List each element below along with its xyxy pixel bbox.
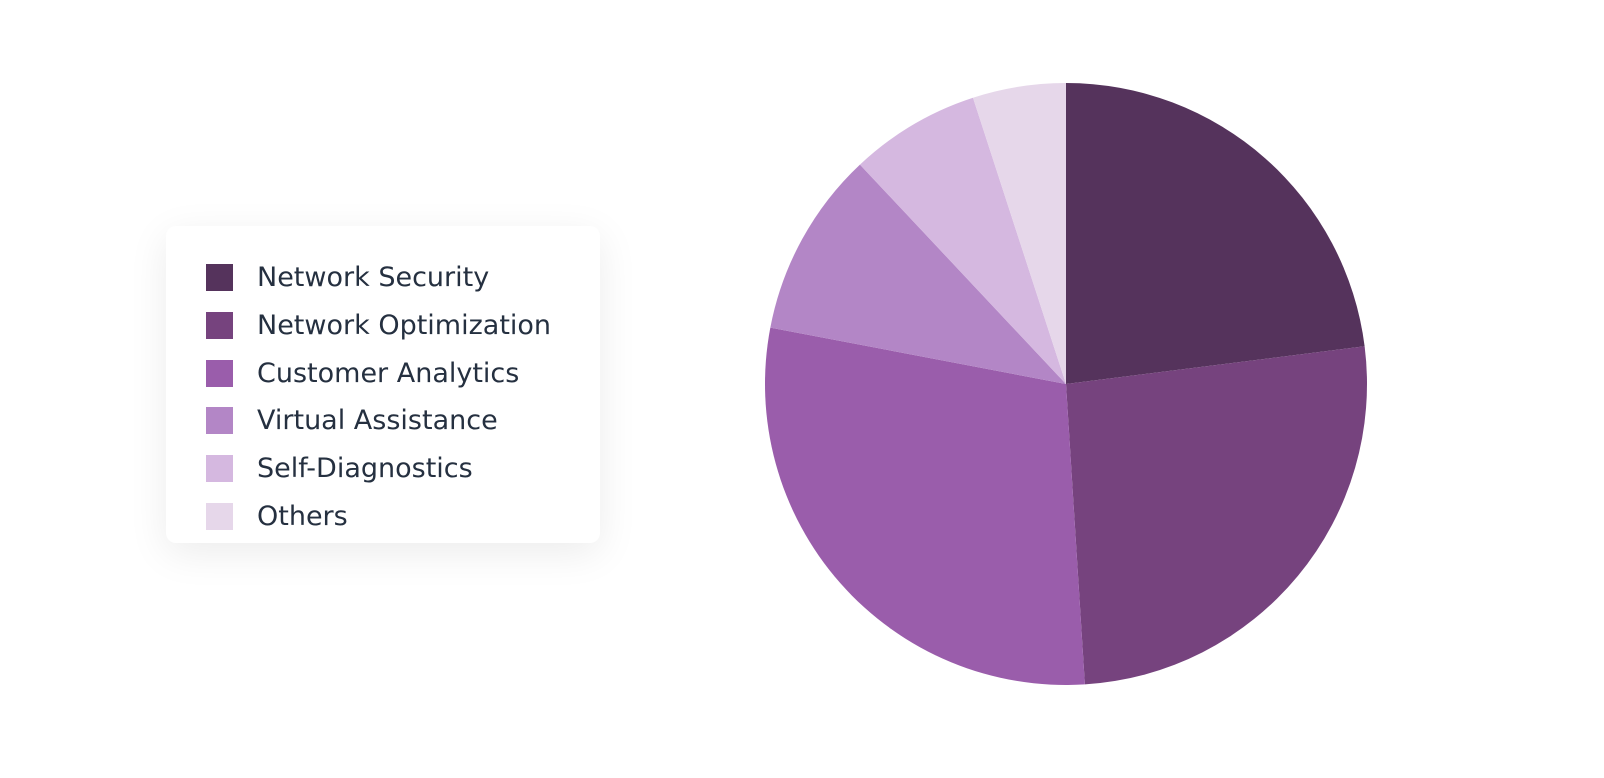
legend-item: Customer Analytics [206, 349, 600, 397]
pie-slice [1066, 83, 1365, 384]
legend-swatch [206, 455, 233, 483]
legend-item: Network Optimization [206, 302, 600, 350]
pie-slice [770, 164, 1066, 384]
pie-slice [859, 97, 1066, 384]
legend-swatch [206, 407, 233, 435]
legend-swatch [206, 312, 233, 340]
legend-item: Network Security [206, 254, 600, 302]
pie-slice [972, 83, 1066, 384]
legend-item: Virtual Assistance [206, 397, 600, 445]
legend-label: Virtual Assistance [257, 405, 498, 437]
legend-label: Network Security [257, 262, 490, 294]
legend-label: Self-Diagnostics [257, 453, 473, 485]
legend-label: Network Optimization [257, 310, 552, 342]
legend-swatch [206, 502, 233, 530]
pie-slice [1066, 346, 1367, 685]
legend-swatch [206, 264, 233, 292]
legend-label: Others [257, 500, 348, 532]
legend-item: Others [206, 492, 600, 540]
legend: Network Security Network Optimization Cust… [166, 226, 600, 543]
legend-swatch [206, 359, 233, 387]
pie-slice [765, 327, 1085, 685]
legend-label: Customer Analytics [257, 357, 520, 389]
legend-item: Self-Diagnostics [206, 445, 600, 493]
